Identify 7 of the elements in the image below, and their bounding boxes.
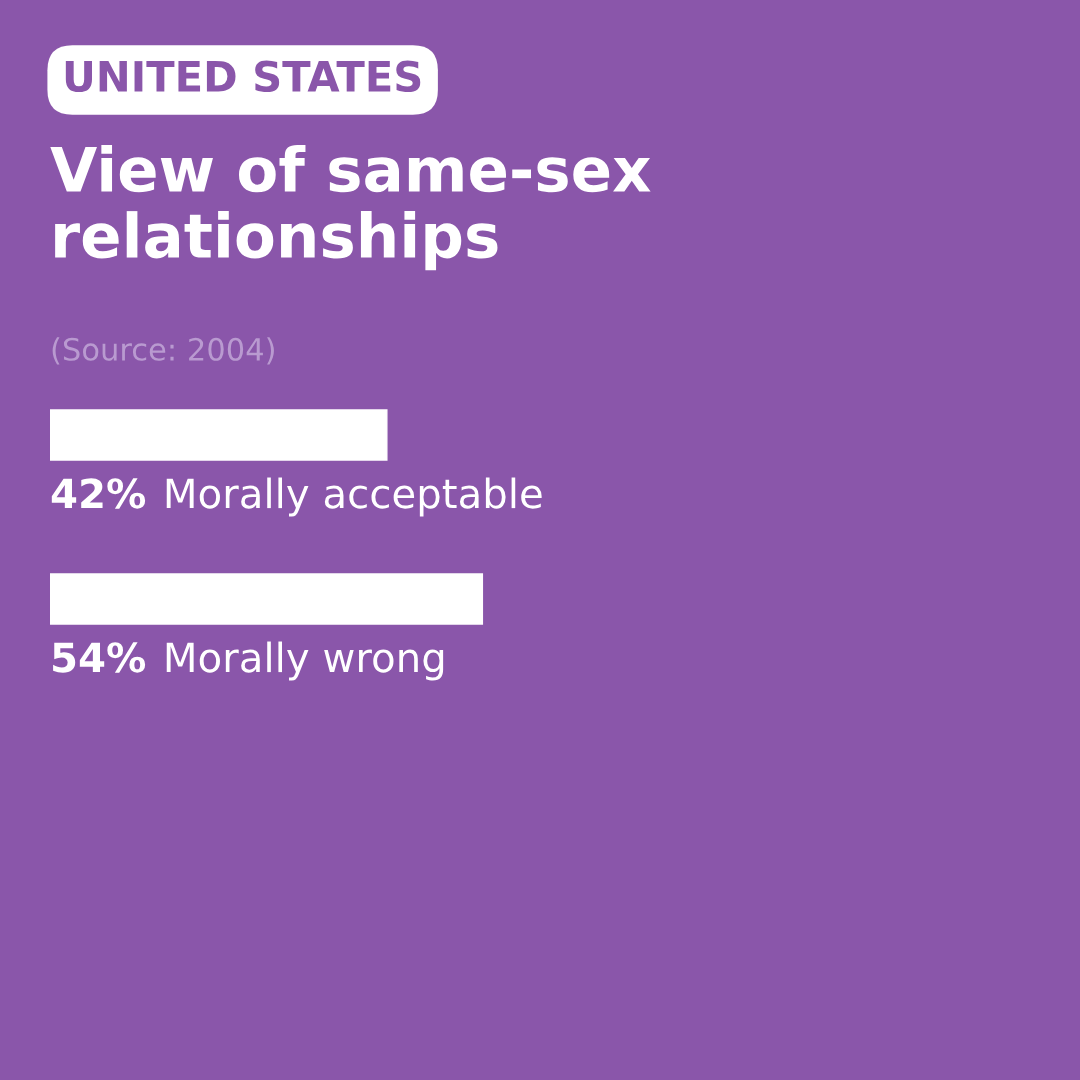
data-label: 54% (53, 642, 146, 673)
text: (Source: 2004) (52, 337, 274, 365)
data-label: 42% (51, 478, 146, 509)
y-tick-label: Morally acceptable (166, 477, 542, 517)
chart-subtitle: UNITED STATES (65, 60, 421, 93)
chart-title: View of same-sex relationships (50, 145, 651, 271)
y-tick-label: Morally wrong (166, 641, 444, 681)
